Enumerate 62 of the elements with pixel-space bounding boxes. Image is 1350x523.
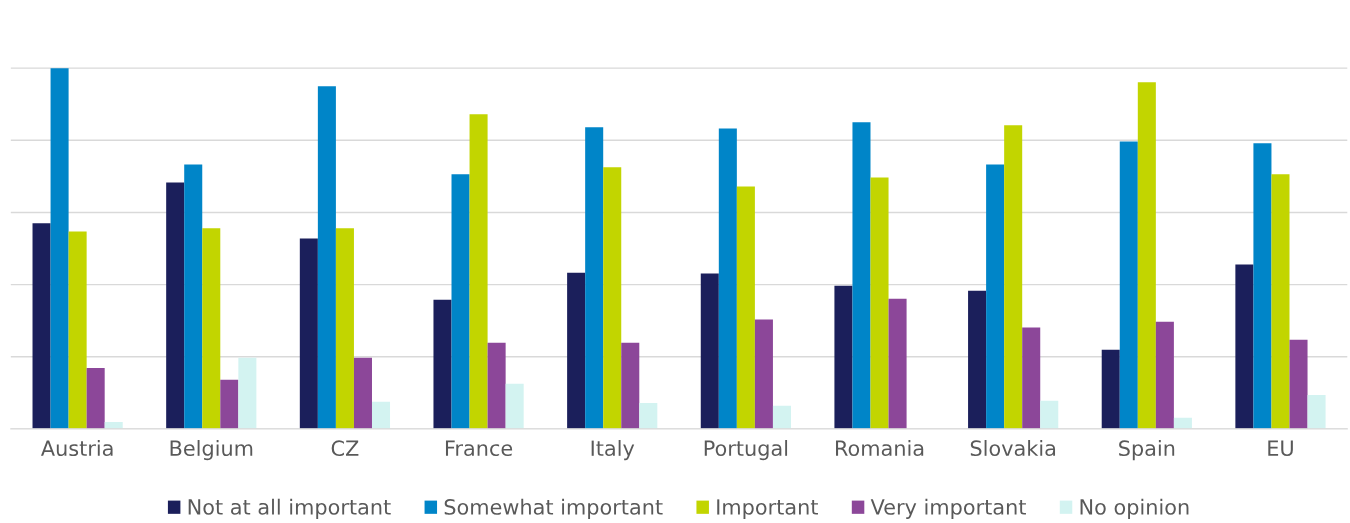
bar: [1271, 174, 1290, 429]
x-tick-label: Austria: [40, 439, 113, 457]
bar: [299, 238, 318, 429]
bar: [335, 228, 354, 429]
bar: [505, 383, 524, 429]
bar: [469, 114, 488, 429]
bar: [1137, 82, 1156, 429]
x-tick-label: EU: [1268, 440, 1293, 457]
bar: [86, 367, 105, 429]
bar: [754, 319, 773, 429]
bar: [184, 164, 203, 429]
legend-label: Somewhat important: [444, 498, 663, 519]
x-tick-label: France: [445, 440, 513, 457]
legend-label: Not at all important: [188, 498, 391, 519]
bar: [317, 86, 336, 429]
x-tick-label: Romania: [836, 439, 924, 457]
bar: [567, 272, 586, 429]
bar: [1040, 400, 1059, 429]
bar: [870, 177, 889, 429]
bar: [433, 299, 452, 429]
bar: [202, 228, 221, 429]
bar: [736, 186, 755, 429]
bar: [487, 342, 506, 429]
bar: [968, 290, 987, 429]
x-tick-label: Belgium: [170, 439, 253, 461]
bar: [772, 405, 791, 429]
bar: [50, 68, 69, 429]
bar: [718, 128, 737, 429]
bar: [603, 167, 622, 429]
legend-label: Important: [717, 499, 818, 519]
bar: [166, 182, 185, 429]
legend-label: No opinion: [1080, 498, 1189, 519]
bar: [1235, 264, 1254, 429]
bar: [888, 298, 907, 429]
bar: [238, 357, 257, 429]
x-tick-label: CZ: [331, 440, 359, 457]
bar: [220, 379, 239, 429]
bar: [353, 357, 372, 429]
x-tick-label: Italy: [591, 439, 635, 461]
bar: [451, 174, 470, 429]
bar: [1119, 141, 1138, 429]
bar: [1004, 125, 1023, 429]
bar: [1101, 349, 1120, 429]
bar: [852, 122, 871, 429]
bar: [986, 164, 1005, 429]
bar: [32, 223, 51, 429]
legend-label: Very important: [870, 498, 1026, 519]
bar: [1022, 327, 1041, 429]
bar: [68, 231, 87, 429]
bar: [621, 342, 640, 429]
x-tick-label: Portugal: [704, 439, 788, 461]
bar: [639, 402, 658, 429]
bar: [1253, 143, 1272, 429]
x-tick-label: Slovakia: [970, 439, 1056, 457]
bar: [1289, 339, 1308, 429]
bar: [585, 127, 604, 429]
x-tick-label: Spain: [1119, 439, 1175, 461]
bar: [700, 273, 719, 429]
bar: [371, 401, 391, 429]
bar: [1155, 321, 1174, 429]
bar: [1307, 394, 1326, 429]
bar: [834, 285, 853, 429]
